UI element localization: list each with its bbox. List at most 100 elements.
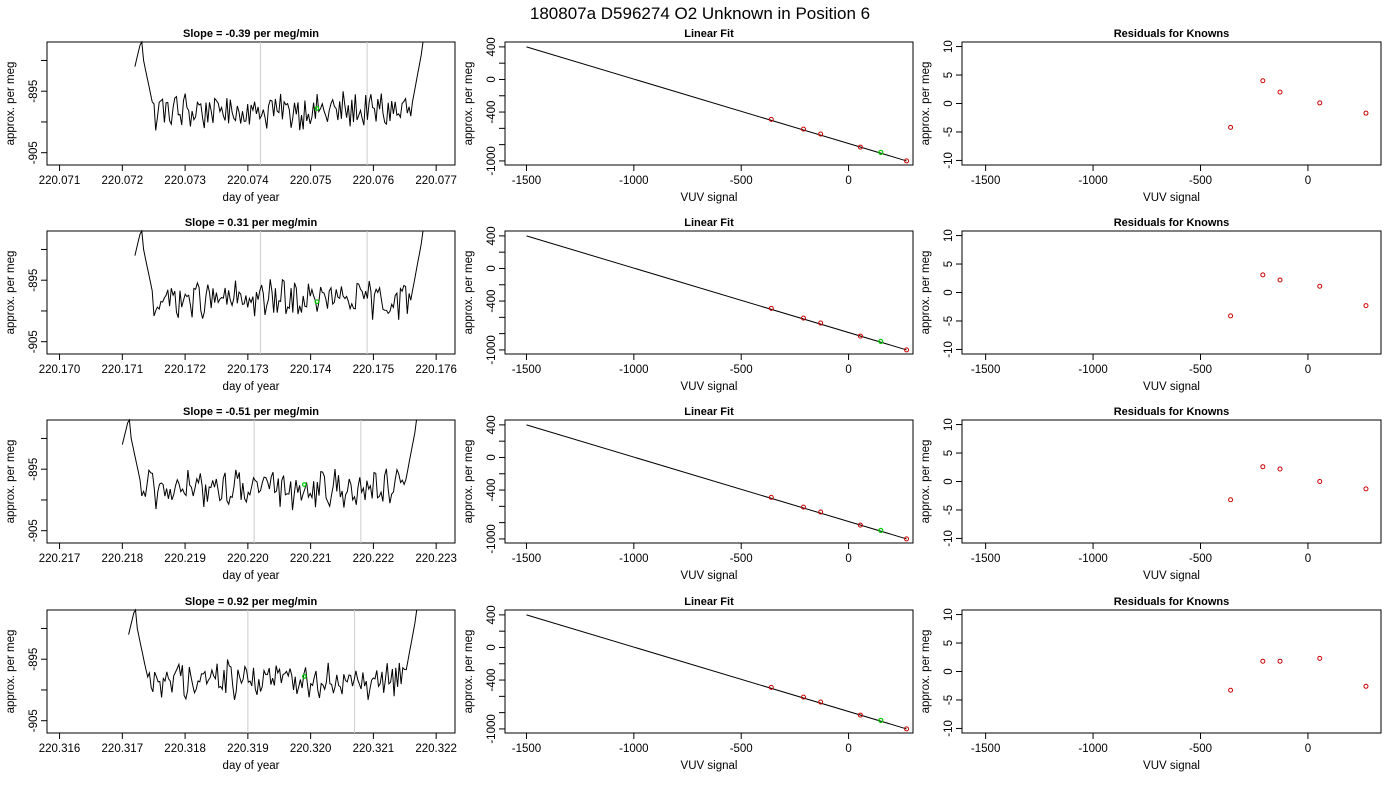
residuals-1-x-tick-label: 0 [1305,175,1311,187]
time-series-4-y-axis-label: approx. per meg [5,630,17,714]
linear-fit-2-known-point [857,333,863,339]
residuals-1-panel: Residuals for Knowns VUV signal approx. pe… [920,28,1382,204]
linear-fit-1-x-tick-label: -500 [730,175,753,187]
residuals-2-y-tick-label: 0 [943,289,955,295]
linear-fit-3-x-tick-label: -1000 [619,553,648,565]
linear-fit-2-fit-line [526,235,907,351]
residuals-4-residual-point [1228,687,1234,693]
residuals-2-y-tick-label: -5 [943,316,955,326]
time-series-1-x-tick-label: 220.076 [353,175,395,187]
linear-fit-3-title: Linear Fit [684,406,734,418]
time-series-3-x-tick-label: 220.223 [415,553,457,565]
residuals-1-y-tick-label: 10 [943,40,955,53]
time-series-4-x-tick-label: 220.321 [353,743,395,755]
time-series-4-unknown-marker [301,674,307,679]
linear-fit-3-y-tick-label: 400 [486,415,498,434]
linear-fit-2-x-tick-label: -1000 [619,364,648,376]
linear-fit-3-panel: Linear Fit VUV signal approx. per meg -1500… [463,406,914,582]
time-series-4-y-tick-label: -905 [28,709,40,732]
linear-fit-1-panel: Linear Fit VUV signal approx. per meg -1500… [463,28,914,204]
residuals-2-x-tick-label: -1000 [1078,364,1107,376]
residuals-4-title: Residuals for Knowns [1114,596,1230,608]
linear-fit-3-x-tick-label: 0 [845,553,851,565]
residuals-4-y-tick-label: -5 [943,695,955,705]
linear-fit-4-y-tick-label: -400 [486,669,498,692]
residuals-4-residual-point [1317,655,1323,661]
linear-fit-2-known-point [768,305,774,311]
time-series-4-x-tick-label: 220.316 [39,743,81,755]
time-series-4-x-tick-label: 220.319 [227,743,269,755]
time-series-3-y-tick-label: -905 [28,519,40,542]
time-series-4-plot-frame [46,609,456,734]
residuals-1-x-tick-label: -1000 [1078,175,1107,187]
time-series-1-x-tick-label: 220.077 [415,175,457,187]
time-series-1-panel: Slope = -0.39 per meg/min day of year appr… [5,28,457,204]
time-series-1-y-axis-label: approx. per meg [5,62,17,146]
page-title: 180807a D596274 O2 Unknown in Position 6 [530,4,870,23]
residuals-3-x-tick-label: 0 [1305,553,1311,565]
linear-fit-4-x-tick-label: -1500 [512,743,541,755]
linear-fit-4-y-tick-label: 400 [486,605,498,624]
residuals-4-plot-frame [961,609,1382,734]
linear-fit-3-known-point [857,522,863,528]
linear-fit-1-x-axis-label: VUV signal [681,192,738,204]
residuals-4-x-tick-label: -1500 [971,743,1000,755]
linear-fit-1-known-point [857,144,863,150]
residuals-2-y-tick-label: 5 [943,261,955,267]
residuals-2-y-tick-label: 10 [943,229,955,242]
linear-fit-2-unknown-point [878,338,884,344]
residuals-3-x-axis-label: VUV signal [1143,570,1200,582]
time-series-4-y-tick-label: -895 [28,648,40,671]
residuals-3-y-tick-label: 10 [943,418,955,431]
time-series-3-x-tick-label: 220.221 [290,553,332,565]
linear-fit-2-y-tick-label: -1000 [486,335,498,364]
time-series-4-title: Slope = 0.92 per meg/min [185,596,318,608]
residuals-3-y-tick-label: -5 [943,505,955,515]
residuals-4-x-tick-label: -1000 [1078,743,1107,755]
linear-fit-3-y-axis-label: approx. per meg [463,440,475,524]
residuals-2-plot-frame [961,230,1382,355]
residuals-4-y-tick-label: 5 [943,640,955,646]
linear-fit-2-x-tick-label: 0 [845,364,851,376]
linear-fit-4-title: Linear Fit [684,596,734,608]
time-series-4-x-tick-label: 220.320 [290,743,332,755]
residuals-1-residual-point [1317,100,1323,106]
residuals-2-title: Residuals for Knowns [1114,217,1230,229]
time-series-4-x-tick-label: 220.322 [415,743,457,755]
residuals-3-y-tick-label: 5 [943,450,955,456]
time-series-3-plot-frame [46,419,456,544]
time-series-1-title: Slope = -0.39 per meg/min [183,28,319,40]
linear-fit-1-y-tick-label: 0 [486,76,498,82]
time-series-3-x-tick-label: 220.222 [353,553,395,565]
residuals-1-residual-point [1363,110,1369,116]
linear-fit-4-y-tick-label: 0 [486,644,498,650]
time-series-2-y-tick-label: -905 [28,330,40,353]
residuals-4-x-tick-label: -500 [1189,743,1212,755]
residuals-1-residual-point [1277,89,1283,95]
residuals-1-y-axis-label: approx. per meg [920,62,932,146]
linear-fit-4-fit-line [526,614,907,730]
residuals-4-residual-point [1363,683,1369,689]
linear-fit-3-x-tick-label: -500 [730,553,753,565]
time-series-4-x-axis-label: day of year [223,760,280,772]
linear-fit-1-y-axis-label: approx. per meg [463,62,475,146]
time-series-3-panel: Slope = -0.51 per meg/min day of year appr… [5,406,457,582]
residuals-3-y-tick-label: 0 [943,478,955,484]
linear-fit-1-known-point [800,126,806,132]
residuals-1-y-tick-label: -5 [943,127,955,137]
linear-fit-2-known-point [818,320,824,326]
residuals-3-y-axis-label: approx. per meg [920,440,932,524]
linear-fit-3-x-axis-label: VUV signal [681,570,738,582]
residuals-3-title: Residuals for Knowns [1114,406,1230,418]
residuals-2-x-tick-label: 0 [1305,364,1311,376]
residuals-2-x-tick-label: -500 [1189,364,1212,376]
residuals-3-x-tick-label: -1500 [971,553,1000,565]
time-series-3-title: Slope = -0.51 per meg/min [183,406,319,418]
residuals-4-y-tick-label: -10 [943,720,955,737]
linear-fit-2-y-tick-label: -400 [486,290,498,313]
linear-fit-4-known-point [904,726,910,732]
residuals-1-x-axis-label: VUV signal [1143,192,1200,204]
linear-fit-1-plot-frame [504,41,914,166]
residuals-4-y-tick-label: 10 [943,608,955,621]
residuals-2-residual-point [1317,283,1323,289]
